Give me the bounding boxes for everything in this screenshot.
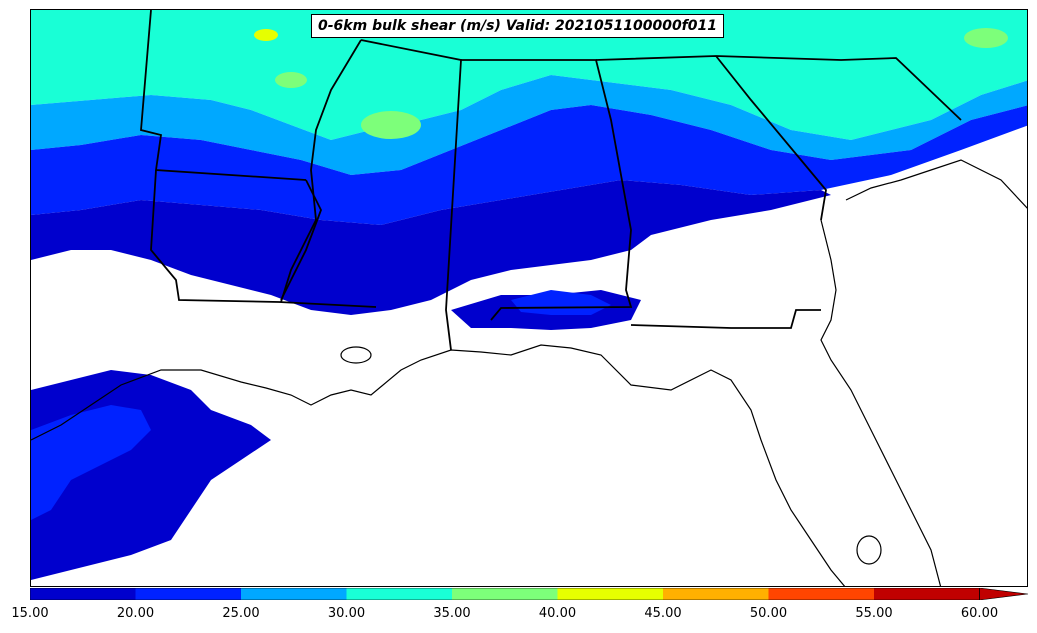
shear-patch-35-40 bbox=[964, 28, 1008, 48]
colorbar bbox=[30, 588, 1029, 600]
colorbar-tick-label: 40.00 bbox=[538, 606, 577, 621]
shear-band-20-25-gulf bbox=[31, 405, 151, 520]
coastline bbox=[31, 159, 1027, 586]
colorbar-tick-label: 55.00 bbox=[855, 606, 893, 621]
map-panel bbox=[30, 9, 1028, 587]
colorbar-segment bbox=[30, 588, 136, 600]
colorbar-tick-label: 15.00 bbox=[11, 606, 49, 621]
shear-band-15-20-north bbox=[31, 180, 831, 315]
lake-pontchartrain bbox=[340, 346, 372, 364]
colorbar-tick-label: 35.00 bbox=[433, 606, 471, 621]
colorbar-segment bbox=[557, 588, 664, 600]
colorbar-tick-label: 30.00 bbox=[327, 606, 366, 621]
shear-band-20-25-coast bbox=[511, 290, 611, 315]
colorbar-segment bbox=[874, 588, 980, 600]
colorbar-extend-arrow bbox=[979, 588, 1029, 600]
colorbar-tick-label: 25.00 bbox=[222, 606, 260, 621]
colorbar-tick-label: 60.00 bbox=[960, 606, 999, 621]
shear-patch-35-40 bbox=[275, 72, 307, 88]
state-borders bbox=[140, 10, 962, 351]
colorbar-outline bbox=[30, 588, 980, 600]
shear-patch-40-45 bbox=[254, 29, 278, 41]
map-title: 0-6km bulk shear (m/s) Valid: 2021051100… bbox=[311, 14, 724, 38]
colorbar-segment bbox=[346, 588, 453, 600]
shear-band-20-25 bbox=[31, 105, 1027, 225]
colorbar-tick-label: 20.00 bbox=[116, 606, 155, 621]
colorbar-segment bbox=[663, 588, 769, 600]
colorbar-tick-label: 45.00 bbox=[644, 606, 682, 621]
colorbar-segment bbox=[135, 588, 242, 600]
colorbar-tick-label: 50.00 bbox=[749, 606, 788, 621]
shear-patch-35-40 bbox=[361, 111, 421, 139]
shear-contour-map bbox=[31, 10, 1027, 586]
shear-band-25-30 bbox=[31, 75, 1027, 175]
colorbar-segment bbox=[768, 588, 875, 600]
shear-band-30-35 bbox=[31, 10, 1027, 140]
lake-okeechobee bbox=[856, 535, 882, 565]
colorbar-segment bbox=[452, 588, 558, 600]
colorbar-segment bbox=[241, 588, 347, 600]
